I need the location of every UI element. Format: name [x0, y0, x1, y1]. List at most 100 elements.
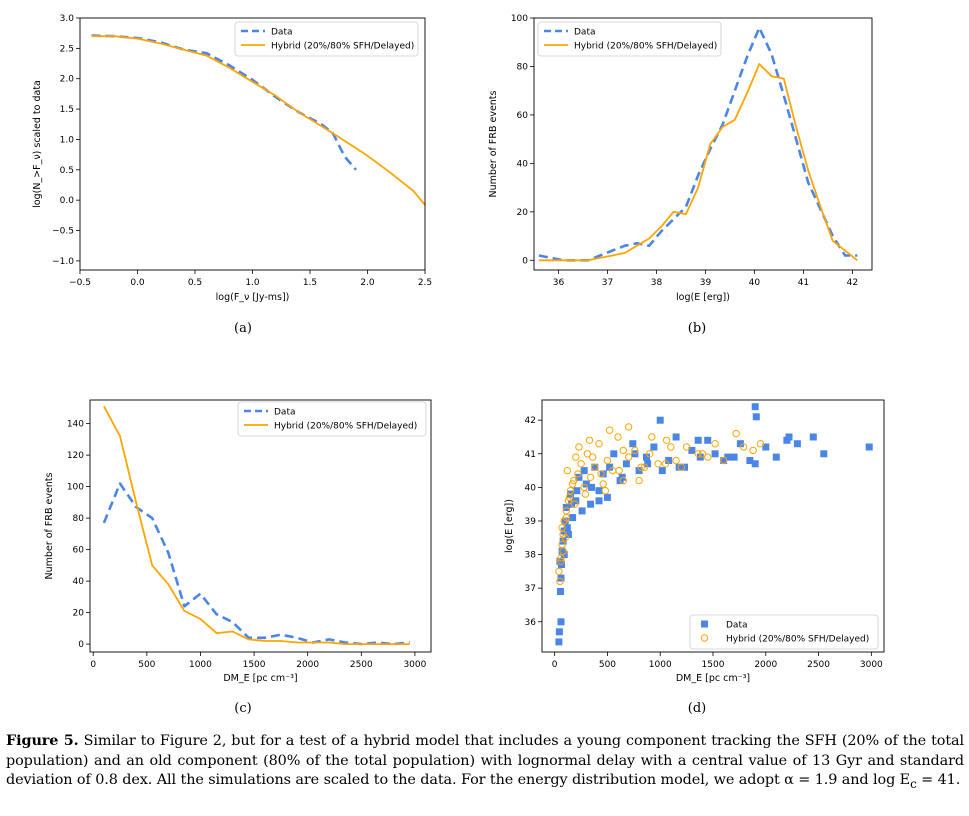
y-tick-label: 40 [73, 577, 85, 587]
x-tick-label: 1500 [702, 660, 725, 670]
data-point-square [572, 497, 580, 505]
data-point-circle [749, 446, 757, 455]
series-line-b-0 [538, 26, 858, 262]
series-line-b-1 [538, 63, 858, 262]
y-tick-label: 60 [517, 111, 529, 121]
data-point-square [563, 524, 571, 532]
data-point-square [631, 450, 639, 458]
x-tick-label: 41 [798, 278, 809, 288]
x-tick-label: 0.0 [130, 278, 145, 288]
y-tick-label: 1.0 [60, 135, 75, 145]
data-point-circle [637, 463, 645, 471]
data-point-circle [558, 524, 566, 532]
legend-entry: Hybrid (20%/80% SFH/Delayed) [726, 634, 869, 644]
panel-label-a: (a) [234, 321, 252, 336]
data-point-circle [619, 446, 627, 455]
data-point-circle [619, 476, 627, 485]
x-tick-label: 3000 [403, 660, 426, 670]
legend-box-c [237, 401, 427, 437]
y-tick-label: 38 [525, 551, 537, 561]
data-point-square [560, 527, 568, 535]
data-point-circle [698, 450, 707, 458]
y-tick-label: 100 [511, 14, 528, 24]
data-point-square [557, 574, 565, 582]
legend-entry: Hybrid (20%/80% SFH/Delayed) [574, 41, 717, 51]
data-point-circle [614, 433, 622, 441]
data-point-square [644, 460, 652, 468]
data-point-square [772, 453, 780, 461]
data-point-square [559, 537, 567, 545]
data-point-circle [559, 530, 567, 539]
data-point-square [558, 561, 565, 569]
y-tick-label: 0 [78, 640, 84, 650]
data-point-circle [603, 456, 612, 465]
data-point-square [736, 440, 744, 448]
x-tick-label: 500 [138, 660, 155, 670]
data-point-circle [560, 517, 568, 525]
data-point-square [587, 500, 595, 508]
data-point-circle [694, 450, 702, 458]
legend-entry: Data [271, 27, 293, 37]
data-point-square [580, 467, 588, 475]
x-tick-label: 1500 [243, 660, 266, 670]
data-point-square [560, 551, 568, 559]
x-tick-label: 39 [700, 278, 712, 288]
y-axis-label-d: log(E [erg]) [504, 499, 515, 553]
figure-caption: Figure 5. Similar to Figure 2, but for a… [6, 731, 964, 794]
data-point-circle [646, 450, 654, 458]
data-point-square [650, 443, 658, 451]
data-point-circle [583, 450, 592, 458]
y-tick-label: 60 [73, 546, 85, 556]
data-point-circle [559, 547, 567, 555]
data-point-square [556, 557, 564, 565]
y-tick-label: −1.0 [52, 257, 74, 267]
data-point-square [688, 446, 696, 454]
legend-entry: Data [274, 407, 296, 417]
data-point-circle [635, 476, 643, 485]
y-tick-label: 40 [525, 483, 537, 493]
legend-box-b [537, 21, 722, 57]
x-tick-label: 42 [847, 278, 858, 288]
data-point-circle [589, 453, 597, 461]
data-point-square [610, 450, 618, 458]
data-point-square [629, 440, 637, 448]
data-point-square [606, 463, 614, 471]
data-point-square [675, 463, 683, 471]
legend-swatch [701, 620, 708, 628]
data-point-circle [661, 460, 670, 468]
data-point-square [752, 413, 760, 421]
data-point-square [595, 487, 603, 495]
x-tick-label: 40 [749, 278, 761, 288]
x-tick-label: 1.0 [245, 278, 260, 288]
data-point-square [622, 460, 630, 468]
chart-a: −0.5 0.0 0.5 1.0 1.5 2.0 2.5 −1.0 −0.5 0.0 0.5 1.0 1… [32, 14, 432, 303]
data-point-circle [557, 557, 565, 565]
x-tick-label: 1.5 [303, 278, 317, 288]
x-tick-label: 1000 [649, 660, 672, 670]
data-point-square [711, 450, 719, 458]
data-point-square [582, 480, 590, 488]
data-point-circle [575, 443, 583, 451]
data-point-square [751, 460, 759, 468]
panel-label-c: (c) [234, 701, 251, 716]
data-point-circle [558, 540, 566, 549]
legend-entry: Hybrid (20%/80% SFH/Delayed) [271, 41, 414, 51]
data-point-circle [572, 453, 580, 461]
data-point-square [658, 467, 666, 475]
data-point-circle [581, 490, 589, 498]
x-tick-label: 0.5 [188, 278, 202, 288]
x-tick-label: 2500 [807, 660, 830, 670]
data-point-square [599, 470, 607, 478]
data-point-circle [719, 456, 728, 465]
legend-box-d [689, 614, 879, 650]
data-point-circle [756, 440, 765, 448]
chart-c: 0 500 1000 1500 2000 2500 3000 0 20 40 60 80 100 120 1… [44, 399, 432, 684]
data-point-square [751, 403, 759, 411]
x-tick-label: −0.5 [69, 278, 91, 288]
y-tick-label: 20 [517, 208, 529, 218]
data-point-square [568, 500, 576, 508]
legend-entry: Hybrid (20%/80% SFH/Delayed) [274, 421, 417, 431]
data-point-circle [562, 507, 570, 515]
data-point-square [704, 436, 712, 444]
legend-box-a [234, 21, 419, 57]
